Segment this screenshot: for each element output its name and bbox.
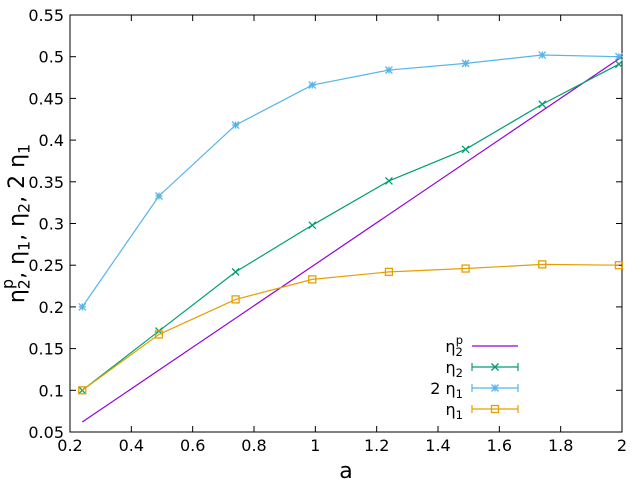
- series-line: [81, 63, 620, 391]
- y-tick-label: 0.4: [39, 131, 64, 150]
- legend-label: η1​: [446, 400, 463, 422]
- y-tick-label: 0.3: [39, 215, 64, 234]
- x-tick-label: 1: [310, 436, 320, 455]
- x-tick-label: 2: [617, 436, 627, 455]
- x-tick-label: 1.4: [425, 436, 450, 455]
- x-axis-label: a: [339, 459, 352, 480]
- data-point: [461, 264, 470, 273]
- legend-label: η2​: [446, 358, 463, 380]
- legend-marker: [491, 363, 499, 371]
- data-point: [154, 330, 164, 339]
- legend-label: 2 η1​: [430, 379, 463, 401]
- y-tick-label: 0.05: [28, 423, 64, 442]
- data-point: [308, 81, 317, 90]
- series-1: [78, 60, 623, 395]
- plot-border: [69, 14, 623, 433]
- plot-frame: [69, 14, 623, 433]
- data-point: [154, 192, 163, 200]
- y-tick-label: 0.35: [28, 173, 64, 192]
- series-line: [81, 263, 619, 391]
- series-line: [81, 54, 619, 308]
- y-axis-label: η2p​, η1​, η2​, 2 η1​: [0, 144, 34, 303]
- data-point: [614, 52, 623, 61]
- x-tick-label: 1.2: [364, 436, 389, 455]
- y-axis: 0.05 0.1 0.15 0.2 0.25 0.3 0.35 0.4 0.45 0.5 0.55: [28, 6, 622, 442]
- y-tick-label: 0.5: [39, 48, 64, 67]
- data-point: [538, 260, 547, 269]
- data-point: [538, 100, 547, 109]
- series-0: [81, 56, 623, 423]
- series-line: [81, 56, 623, 423]
- series-3: [78, 260, 624, 395]
- data-point: [78, 302, 87, 311]
- data-point: [614, 261, 624, 270]
- data-point: [461, 145, 470, 154]
- y-tick-label: 0.15: [28, 340, 64, 359]
- data-point: [78, 386, 87, 395]
- data-point: [308, 275, 317, 284]
- x-tick-label: 0.2: [57, 436, 82, 455]
- data-point: [231, 295, 240, 304]
- data-point: [614, 60, 623, 69]
- y-tick-label: 0.55: [28, 6, 64, 25]
- x-axis: 0.2 0.4 0.6 0.8 1 1.2 1.4 1.6 1.8 2: [57, 15, 627, 455]
- legend: η2p​η2​2 η1​η1​: [430, 333, 519, 422]
- series-layer: [78, 51, 624, 423]
- x-tick-label: 0.8: [241, 436, 266, 455]
- x-tick-label: 0.6: [180, 436, 205, 455]
- data-point: [461, 59, 470, 68]
- y-tick-label: 0.25: [28, 256, 64, 275]
- data-point: [231, 267, 240, 276]
- data-point: [384, 177, 393, 185]
- data-point: [308, 221, 317, 230]
- legend-marker: [491, 384, 499, 392]
- y-tick-label: 0.45: [28, 89, 64, 108]
- data-point: [384, 267, 394, 277]
- legend-marker: [490, 404, 500, 414]
- y-tick-label: 0.1: [39, 381, 64, 400]
- x-tick-label: 1.6: [487, 436, 512, 455]
- x-tick-label: 0.4: [119, 436, 144, 455]
- legend-label: η2p​: [445, 333, 463, 359]
- data-point: [538, 51, 547, 59]
- data-point: [384, 66, 393, 75]
- y-tick-label: 0.2: [39, 298, 64, 317]
- data-point: [231, 121, 240, 130]
- series-2: [78, 51, 623, 311]
- x-tick-label: 1.8: [548, 436, 573, 455]
